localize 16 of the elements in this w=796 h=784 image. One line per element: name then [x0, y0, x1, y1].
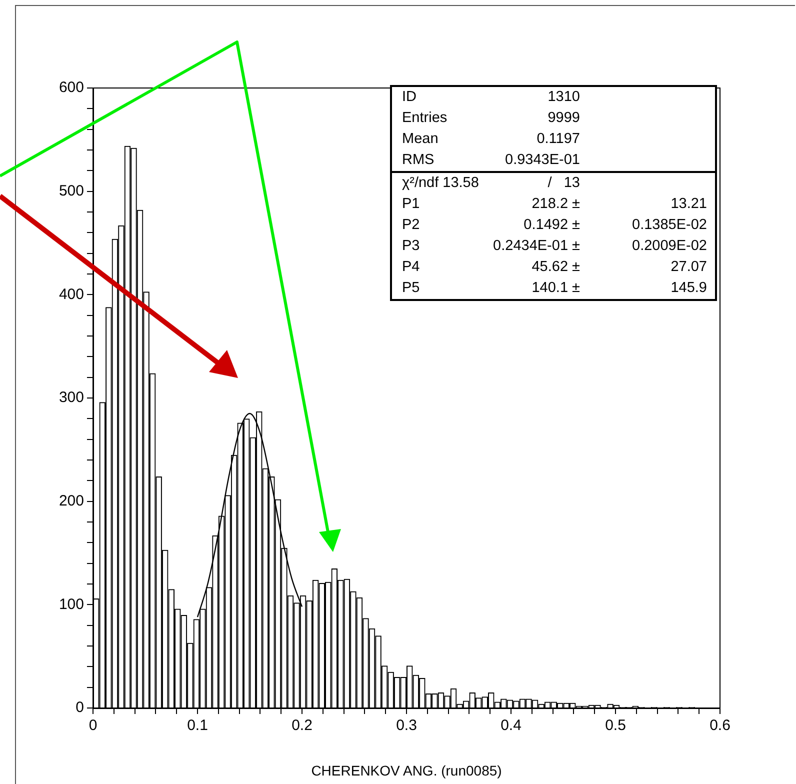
x-tick-label: 0 [88, 717, 98, 734]
x-tick-label: 0.1 [187, 717, 208, 734]
y-tick-label: 0 [76, 699, 84, 716]
x-tick-label: 0.4 [500, 717, 522, 734]
x-tick-label: 0.3 [396, 717, 417, 734]
y-tick-label: 600 [58, 79, 84, 96]
y-tick-label: 200 [58, 492, 84, 510]
y-tick-label: 400 [58, 286, 84, 303]
y-tick-label: 300 [58, 389, 84, 406]
x-axis-title: CHERENKOV ANG. (run0085) [311, 762, 502, 778]
y-tick-label: 500 [58, 182, 84, 200]
y-tick-label: 100 [58, 596, 84, 613]
x-tick-label: 0.6 [710, 717, 730, 734]
x-tick-label: 0.5 [605, 717, 626, 734]
x-tick-label: 0.2 [292, 717, 312, 734]
statistics-box: ID 1310 Entries 9999 Mean 0.1197 RMS 0.9343E-01 χ²/ndf 13.58 / 13 P1 218.2 ± 13.21 P2 0.1492 ± 0.1385E-02 P3 0.2434E-01 ± 0.2009E-02 P4 45.62 ± 27.07 P5 140.1 ± 145.9 [390, 85, 717, 301]
